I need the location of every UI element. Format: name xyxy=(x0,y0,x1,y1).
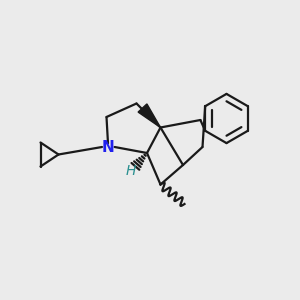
Polygon shape xyxy=(138,104,160,128)
Text: N: N xyxy=(102,140,114,154)
Text: H: H xyxy=(125,164,136,178)
